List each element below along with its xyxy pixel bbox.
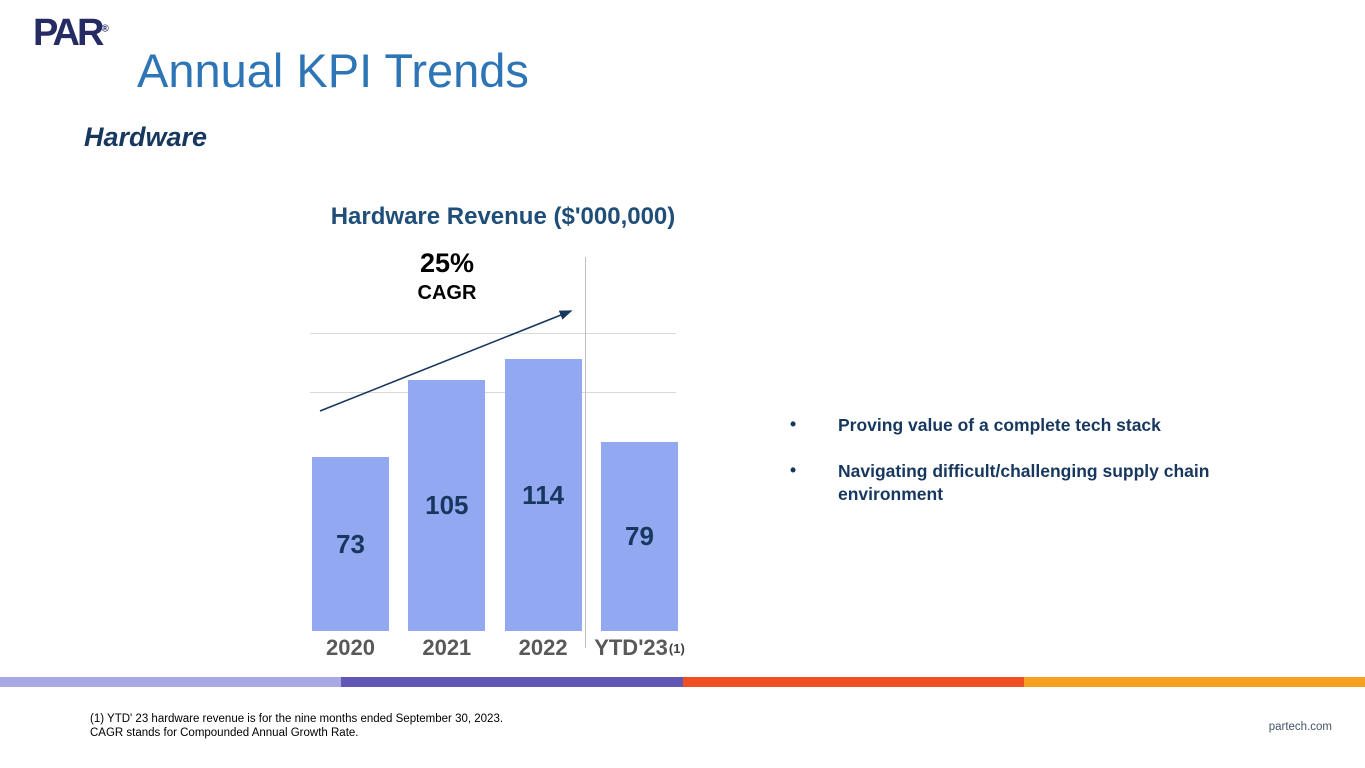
bullet-icon: • [790,459,797,480]
par-logo: PAR® [33,14,109,52]
cagr-label: CAGR [417,281,477,304]
bullet-text: Proving value of a complete tech stack [838,415,1161,435]
bullet-text: Navigating difficult/challenging supply … [838,460,1210,505]
bullet-icon: • [790,414,797,434]
footer-stripe [0,677,1365,687]
bullet-list: • Proving value of a complete tech stack… [782,414,1282,529]
registered-trademark-icon: ® [101,23,109,35]
x-axis-label: 2020 [326,635,375,660]
cagr-annotation: 25% CAGR [383,248,511,305]
ytd-separator-line [585,257,586,648]
x-axis-label: YTD'23 (1) [594,635,685,660]
bar-value-label: 105 [425,490,469,520]
par-logo-text: PAR [33,12,104,54]
bar-2022: 114 [504,359,582,631]
section-subtitle: Hardware [84,122,208,152]
bar-value-label: 79 [625,521,654,551]
x-axis-label: 2022 [518,635,568,660]
bar-2020: 73 [312,457,389,631]
bar-column: 105 2021 [408,380,486,662]
bar-value-label: 114 [522,479,565,510]
footer-stripe-segment [341,677,683,687]
bar-column: 114 2022 [504,359,582,662]
footer-stripe-segment [1023,677,1365,687]
footnote-line: CAGR stands for Compounded Annual Growth… [90,727,359,740]
chart-title: Hardware Revenue ($'000,000) [330,203,676,230]
footer-stripe-segment [682,677,1024,687]
footnote-line: (1) YTD' 23 hardware revenue is for the … [90,713,504,725]
x-axis-label: 2021 [422,635,472,660]
bar-value-label: 73 [336,528,365,559]
bar-column: 79 YTD'23 (1) [594,442,685,662]
list-item: • Proving value of a complete tech stack [782,414,1282,438]
bar-chart: 73 2020 105 2021 114 2022 79 YTD'23 (1) [312,250,685,662]
footnote-marker: (1) [668,640,685,656]
footer-stripe-segment [0,677,342,687]
bar-column: 73 2020 [312,457,389,662]
cagr-percent: 25% [419,248,475,278]
footnote: (1) YTD' 23 hardware revenue is for the … [90,712,503,741]
website-text: partech.com [1268,721,1332,733]
list-item: • Navigating difficult/challenging suppl… [782,460,1282,507]
bar-YTD'23: 79 [600,442,678,631]
bar-2021: 105 [408,380,486,631]
page-title: Annual KPI Trends [137,44,529,97]
